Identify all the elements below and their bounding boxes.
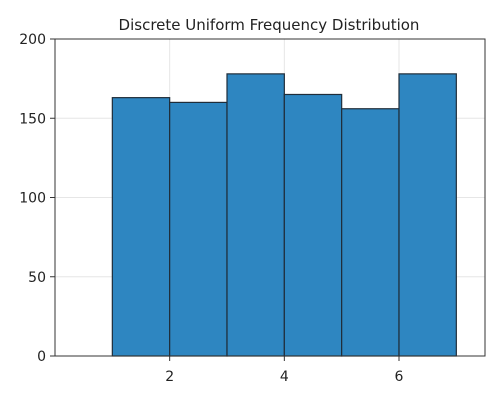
x-tick-label: 2: [165, 369, 174, 385]
y-tick-label: 100: [19, 191, 46, 207]
histogram-bar-5: [341, 108, 400, 357]
x-tick-label: 6: [395, 369, 404, 385]
x-tick-label: 4: [280, 369, 289, 385]
histogram-bars: [111, 73, 457, 357]
histogram-bar-6: [398, 73, 457, 357]
tick-labels: 0 50 100 150 200 2 4 6: [19, 32, 403, 385]
histogram-bar-4: [283, 93, 343, 357]
histogram-bar-1: [111, 97, 171, 357]
histogram-bar-3: [226, 73, 285, 357]
y-tick-label: 150: [19, 111, 46, 127]
histogram-bar-2: [169, 101, 228, 357]
chart-title: Discrete Uniform Frequency Distribution: [119, 16, 420, 34]
y-tick-label: 200: [19, 32, 46, 48]
y-tick-label: 50: [28, 270, 46, 286]
axes: [50, 38, 486, 361]
y-tick-label: 0: [37, 349, 46, 365]
